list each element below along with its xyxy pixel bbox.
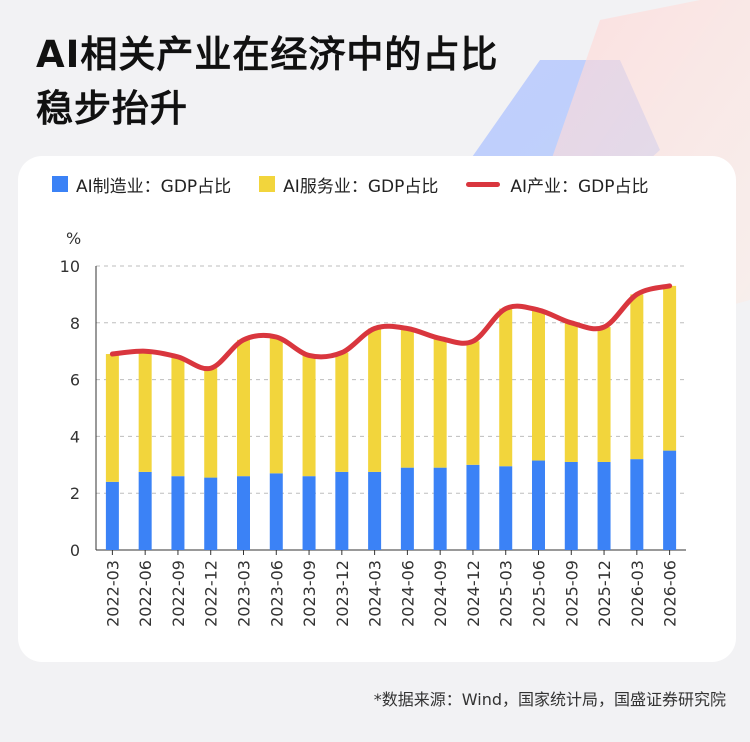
x-tick-label-2024-03: 2024-03 <box>366 560 385 627</box>
x-tick-label-2025-12: 2025-12 <box>595 560 614 627</box>
bar-services-2023-12 <box>335 352 349 472</box>
bar-services-2023-09 <box>302 355 316 477</box>
bar-manufacturing-2026-06 <box>663 450 677 550</box>
x-tick-label-2025-06: 2025-06 <box>530 560 549 627</box>
legend-label-services: AI服务业：GDP占比 <box>283 176 439 197</box>
y-tick-label-4: 4 <box>70 427 80 446</box>
bar-manufacturing-2025-12 <box>597 461 611 550</box>
y-tick-label-10: 10 <box>60 257 80 276</box>
x-tick-label-2023-12: 2023-12 <box>333 560 352 627</box>
y-axis-unit-label: % <box>66 229 81 248</box>
page-title-line-1: AI相关产业在经济中的占比 <box>36 33 499 76</box>
bar-services-2024-03 <box>368 328 382 472</box>
y-tick-label-8: 8 <box>70 314 80 333</box>
x-tick-label-2022-09: 2022-09 <box>169 560 188 627</box>
bar-manufacturing-2023-12 <box>335 471 349 550</box>
bar-manufacturing-2024-06 <box>400 467 414 550</box>
chart-legend: AI制造业：GDP占比 AI服务业：GDP占比 AI产业：GDP占比 <box>52 170 677 198</box>
legend-swatch-manufacturing <box>52 176 68 192</box>
bar-manufacturing-2025-06 <box>532 460 545 550</box>
bar-manufacturing-2023-03 <box>237 476 250 550</box>
bar-services-2025-03 <box>499 308 513 467</box>
x-tick-label-2024-06: 2024-06 <box>398 560 417 627</box>
bar-services-2025-06 <box>532 310 545 461</box>
x-tick-label-2023-03: 2023-03 <box>235 560 254 627</box>
bar-manufacturing-2024-12 <box>466 464 480 550</box>
legend-item-services: AI服务业：GDP占比 <box>259 172 438 197</box>
y-tick-label-0: 0 <box>70 541 80 560</box>
bar-manufacturing-2022-06 <box>138 471 152 550</box>
x-tick-label-2026-06: 2026-06 <box>661 560 680 627</box>
bar-services-2022-09 <box>171 356 185 477</box>
x-tick-label-2023-09: 2023-09 <box>300 560 319 627</box>
legend-label-manufacturing: AI制造业：GDP占比 <box>76 176 232 197</box>
legend-label-total: AI产业：GDP占比 <box>510 176 649 197</box>
bar-services-2022-03 <box>105 354 119 482</box>
x-tick-label-2025-03: 2025-03 <box>497 560 516 627</box>
bar-services-2023-06 <box>269 337 283 474</box>
bar-manufacturing-2022-12 <box>204 477 218 550</box>
x-tick-label-2024-09: 2024-09 <box>431 560 450 627</box>
x-tick-label-2023-06: 2023-06 <box>267 560 286 627</box>
bar-manufacturing-2025-09 <box>564 461 578 550</box>
bar-services-2024-09 <box>433 338 447 468</box>
y-tick-label-2: 2 <box>70 484 80 503</box>
x-tick-label-2024-12: 2024-12 <box>464 560 483 627</box>
bar-services-2022-06 <box>138 351 152 472</box>
bar-services-2024-06 <box>400 328 414 468</box>
bar-services-2022-12 <box>204 368 218 478</box>
bar-manufacturing-2022-03 <box>105 481 119 550</box>
source-note: *数据来源：Wind，国家统计局，国盛证券研究院 <box>373 690 726 709</box>
y-tick-label-6: 6 <box>70 371 80 390</box>
legend-item-manufacturing: AI制造业：GDP占比 <box>52 172 231 197</box>
x-tick-label-2022-03: 2022-03 <box>103 560 122 627</box>
bar-manufacturing-2026-03 <box>630 459 644 550</box>
bar-services-2026-03 <box>630 294 644 460</box>
bar-services-2026-06 <box>663 285 677 451</box>
bar-services-2024-12 <box>466 341 480 465</box>
x-tick-label-2026-03: 2026-03 <box>628 560 647 627</box>
page-title-line-2: 稳步抬升 <box>36 87 188 130</box>
legend-item-total: AI产业：GDP占比 <box>466 172 649 197</box>
bar-services-2025-09 <box>564 322 578 462</box>
bar-manufacturing-2023-06 <box>269 473 283 550</box>
bar-services-2023-03 <box>237 339 250 477</box>
bar-manufacturing-2024-03 <box>368 471 382 550</box>
bar-manufacturing-2024-09 <box>433 467 447 550</box>
bar-services-2025-12 <box>597 327 611 462</box>
line-series-ai-industry <box>109 283 673 372</box>
x-tick-label-2022-12: 2022-12 <box>202 560 221 627</box>
legend-swatch-services <box>259 176 276 192</box>
bar-manufacturing-2025-03 <box>499 466 513 550</box>
legend-swatch-total <box>466 181 501 187</box>
page-title: AI相关产业在经济中的占比 稳步抬升 <box>36 28 498 136</box>
x-tick-label-2025-09: 2025-09 <box>562 560 581 627</box>
bar-manufacturing-2022-09 <box>171 476 185 550</box>
x-tick-label-2022-06: 2022-06 <box>136 560 155 627</box>
bar-manufacturing-2023-09 <box>302 476 316 550</box>
